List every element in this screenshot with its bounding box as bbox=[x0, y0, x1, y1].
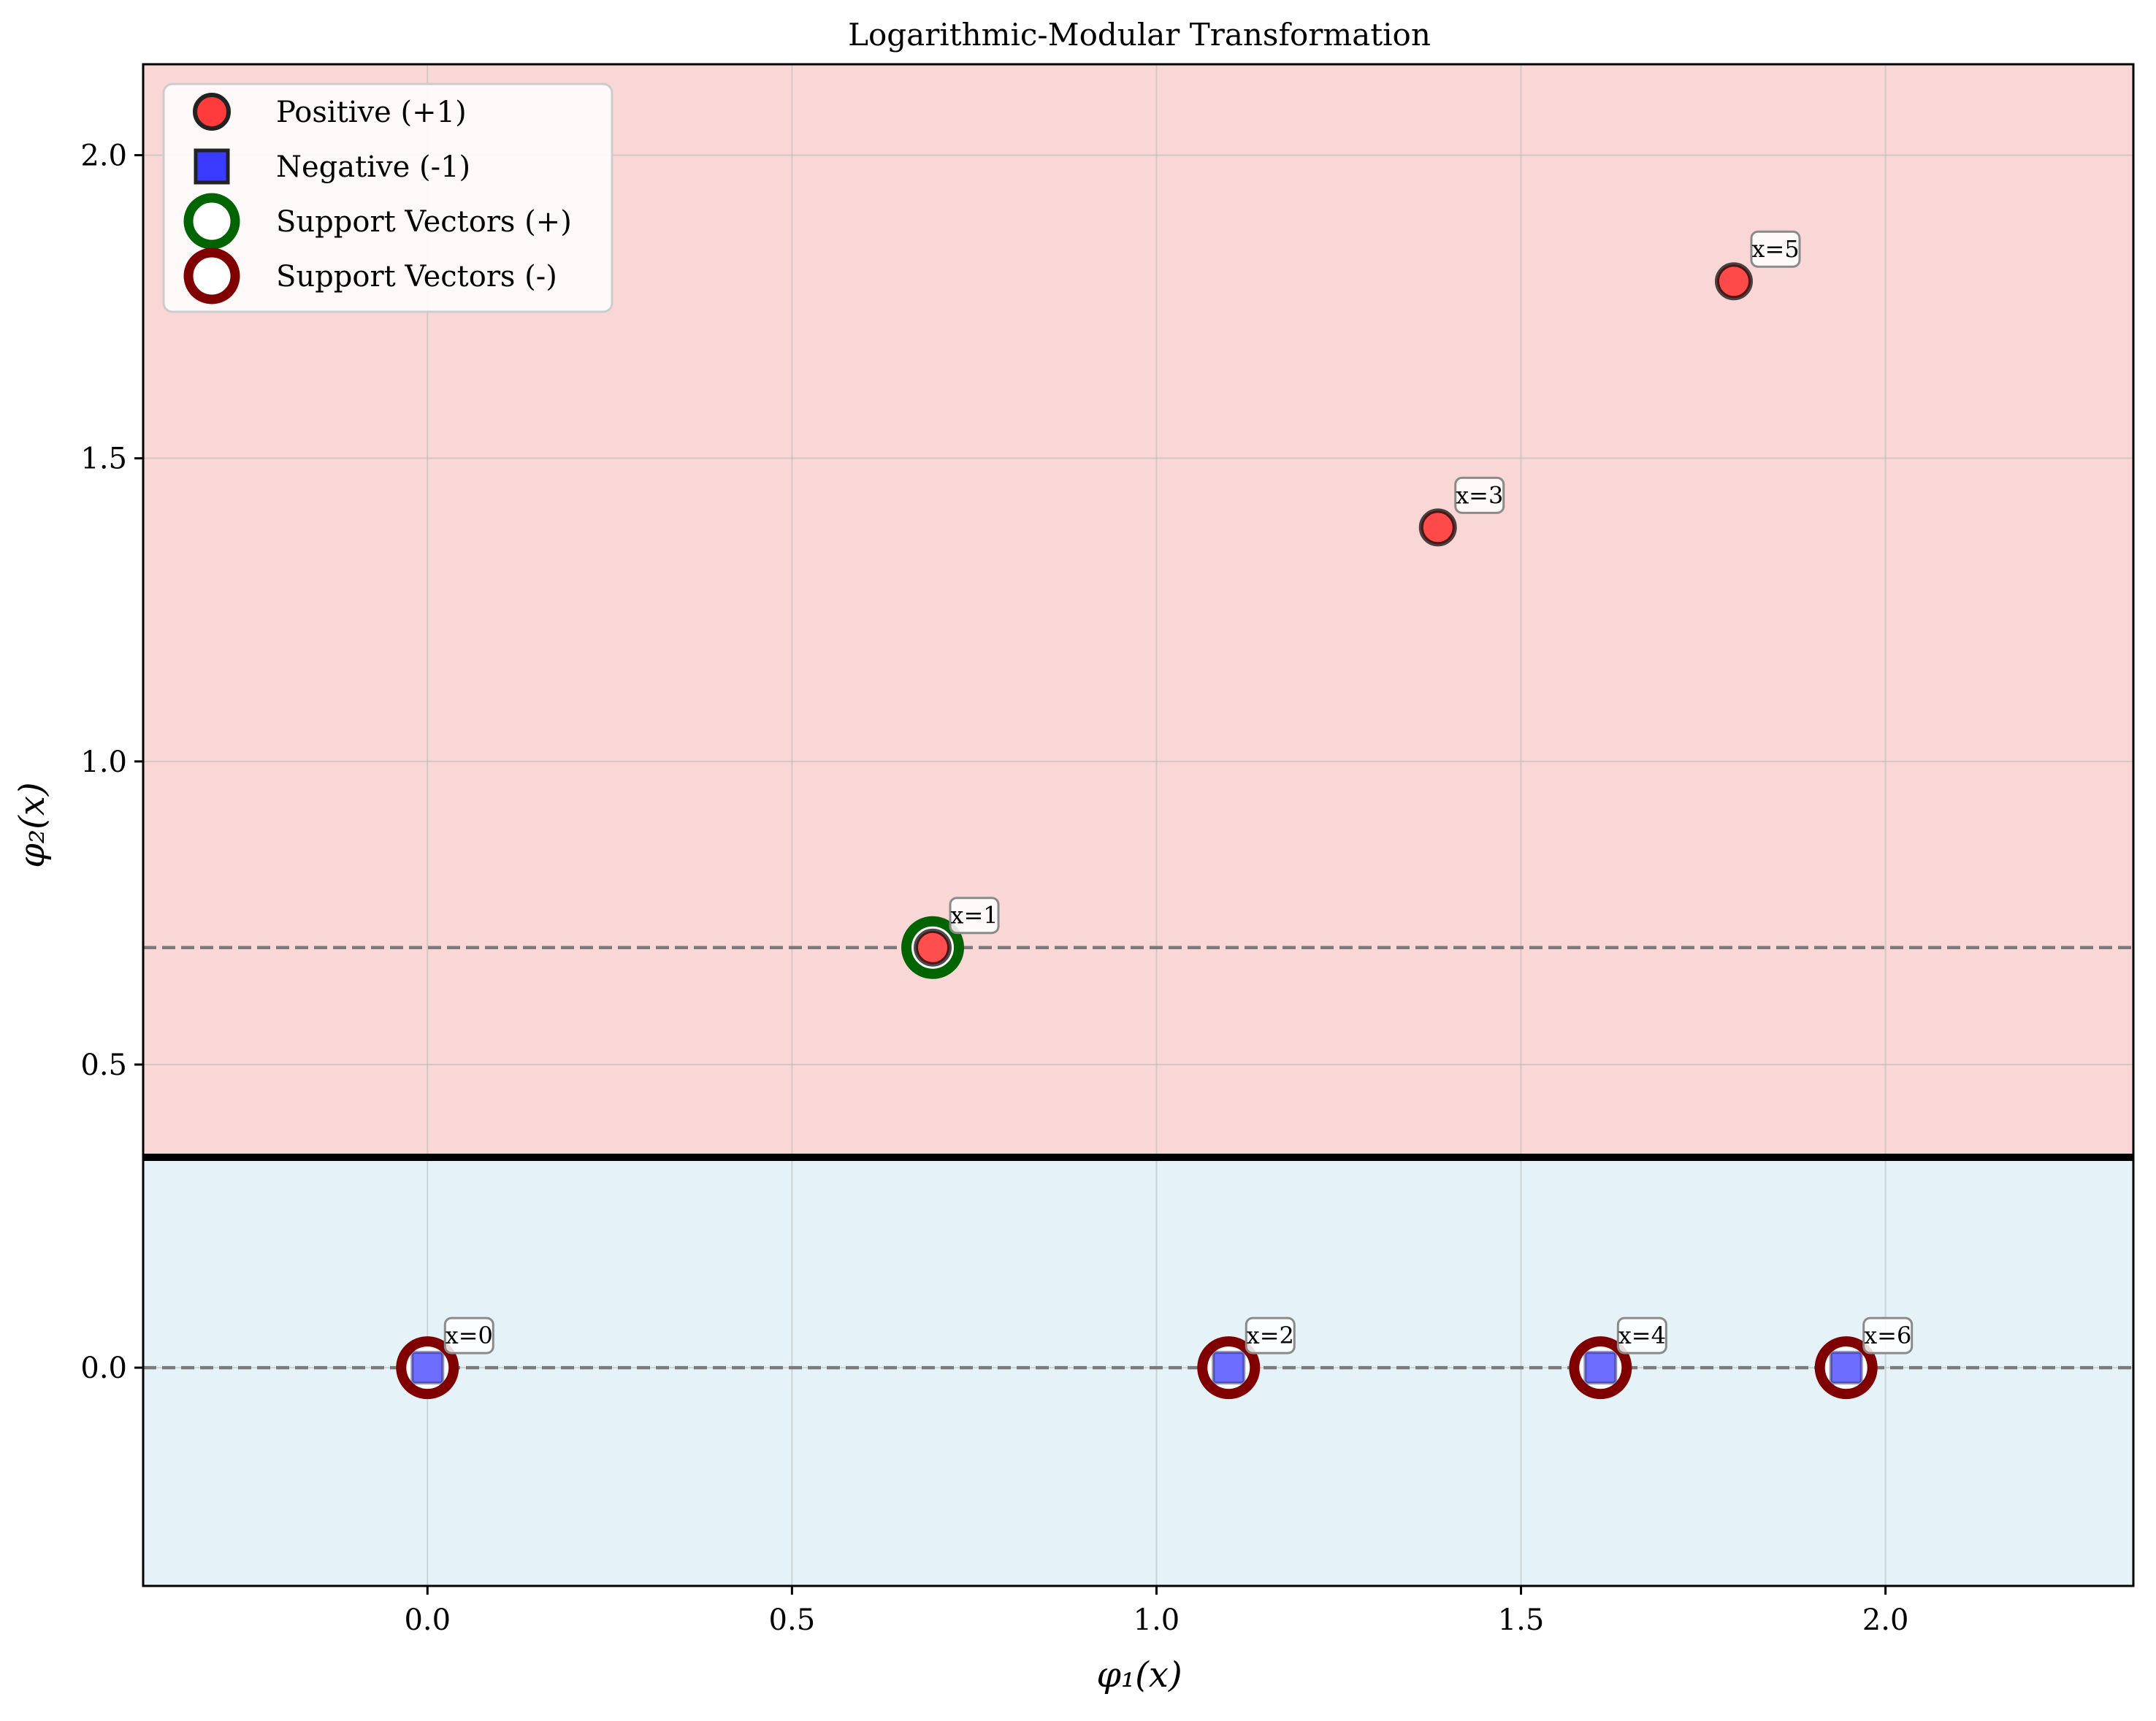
x-tick-label: 1.0 bbox=[1134, 1603, 1180, 1637]
legend-entry-label: Support Vectors (+) bbox=[276, 205, 572, 239]
y-tick-label: 0.0 bbox=[80, 1352, 127, 1385]
legend-positive-marker bbox=[193, 93, 231, 131]
legend-negative-marker bbox=[194, 148, 230, 185]
y-tick-label: 0.5 bbox=[80, 1049, 127, 1082]
annotation-label: x=5 bbox=[1751, 235, 1799, 263]
legend-support-negative-marker bbox=[183, 248, 240, 304]
legend: Positive (+1) Negative (-1) Support Vector… bbox=[162, 83, 613, 313]
annotation-label: x=6 bbox=[1864, 1322, 1911, 1349]
annotation-label: x=1 bbox=[950, 902, 998, 930]
annotation-box bbox=[1616, 1316, 1667, 1354]
point-annotation: x=4 bbox=[1616, 1316, 1667, 1354]
x-axis-label: φ₁(x) bbox=[1096, 1655, 1182, 1695]
legend-box bbox=[162, 83, 613, 313]
y-axis-label: φ₂(x) bbox=[12, 782, 53, 867]
annotation-box bbox=[1245, 1316, 1296, 1354]
annotation-box bbox=[1862, 1316, 1914, 1354]
point-annotation: x=6 bbox=[1862, 1316, 1914, 1354]
point-annotation: x=1 bbox=[949, 897, 1000, 935]
legend-entry-label: Support Vectors (-) bbox=[276, 260, 557, 294]
legend-entry-label: Positive (+1) bbox=[276, 96, 467, 129]
annotation-box bbox=[1750, 230, 1801, 268]
annotation-label: x=3 bbox=[1456, 481, 1503, 509]
y-tick-label: 1.5 bbox=[80, 442, 127, 476]
x-tick-label: 2.0 bbox=[1862, 1603, 1909, 1637]
axes-frame bbox=[142, 63, 2135, 1587]
point-annotation: x=5 bbox=[1750, 230, 1801, 268]
legend-support-positive-marker bbox=[183, 193, 240, 250]
y-tick-label: 2.0 bbox=[80, 139, 127, 173]
negative-point-marker bbox=[1583, 1351, 1618, 1385]
annotation-label: x=4 bbox=[1618, 1322, 1666, 1349]
point-annotation: x=2 bbox=[1245, 1316, 1296, 1354]
annotation-label: x=2 bbox=[1247, 1322, 1294, 1349]
annotation-box bbox=[443, 1316, 494, 1354]
legend-entry-label: Negative (-1) bbox=[276, 150, 470, 184]
chart-title: Logarithmic-Modular Transformation bbox=[848, 17, 1431, 53]
positive-point-marker bbox=[1715, 262, 1754, 301]
negative-point-marker bbox=[1829, 1351, 1863, 1385]
y-tick-label: 1.0 bbox=[80, 745, 127, 779]
point-annotation: x=0 bbox=[443, 1316, 494, 1354]
negative-region bbox=[143, 1157, 2133, 1586]
x-tick-label: 0.5 bbox=[769, 1603, 816, 1637]
positive-point-marker bbox=[914, 928, 952, 967]
negative-point-marker bbox=[410, 1351, 445, 1385]
negative-point-marker bbox=[1212, 1351, 1246, 1385]
annotation-label: x=0 bbox=[446, 1322, 493, 1349]
annotation-box bbox=[1454, 476, 1505, 514]
x-tick-label: 0.0 bbox=[404, 1603, 451, 1637]
positive-point-marker bbox=[1418, 508, 1457, 547]
annotation-box bbox=[949, 897, 1000, 935]
point-annotation: x=3 bbox=[1454, 476, 1505, 514]
plot-area: x=1 x=3 x=5 x=0 x=2 x=4 x=6 bbox=[143, 64, 2133, 1586]
x-tick-label: 1.5 bbox=[1498, 1603, 1545, 1637]
